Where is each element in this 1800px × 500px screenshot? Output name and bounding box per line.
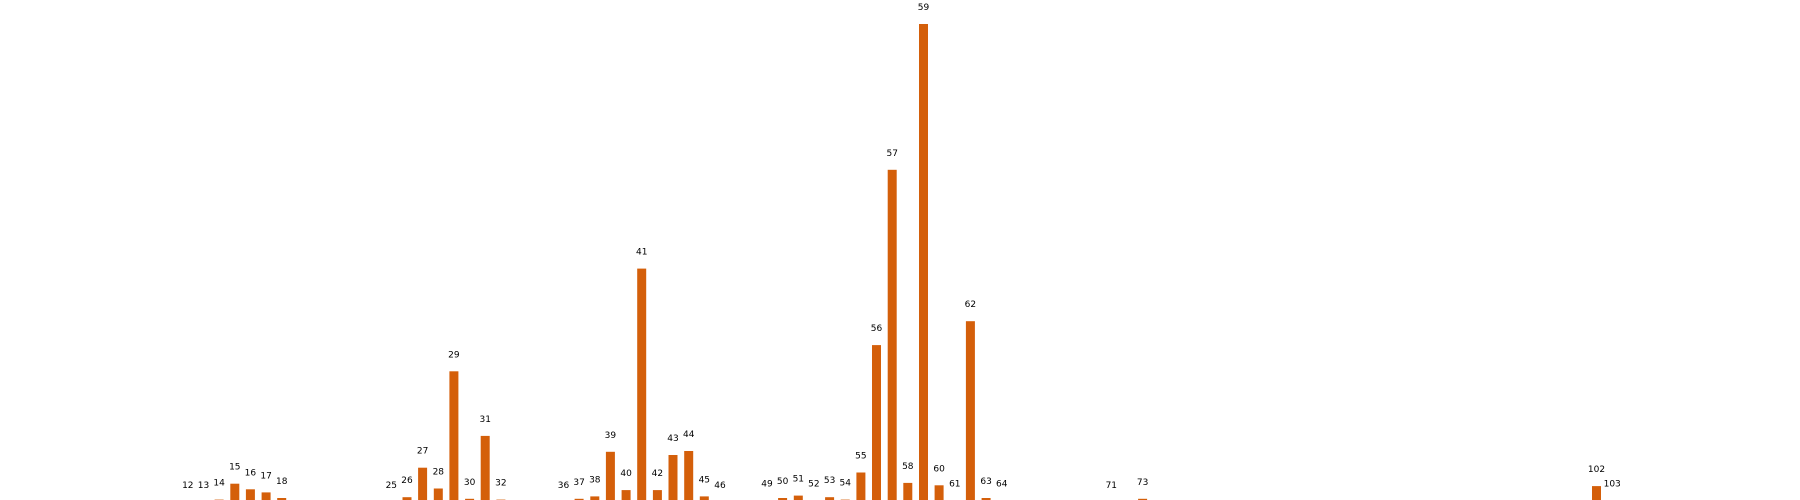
bar-label-103: 103 (1604, 479, 1621, 489)
bar-62 (965, 321, 975, 500)
bar-label-15: 15 (229, 463, 240, 473)
bar-42 (652, 490, 662, 500)
bar-label-17: 17 (260, 471, 271, 481)
bar-38 (590, 496, 600, 500)
bar-102 (1592, 486, 1601, 500)
bar-26 (402, 497, 412, 500)
bar-label-73: 73 (1137, 478, 1148, 488)
bar-51 (793, 495, 803, 500)
bar-label-16: 16 (245, 468, 257, 478)
bar-41 (637, 268, 647, 500)
bar-label-37: 37 (573, 478, 584, 488)
bar-63 (981, 498, 991, 500)
bar-label-30: 30 (464, 478, 476, 488)
bar-29 (449, 371, 459, 500)
bar-label-53: 53 (824, 476, 835, 486)
bar-label-60: 60 (933, 464, 945, 474)
bar-58 (903, 482, 913, 500)
bar-18 (277, 498, 287, 500)
bar-label-40: 40 (620, 469, 632, 479)
bar-label-46: 46 (714, 481, 726, 491)
bar-label-63: 63 (980, 477, 991, 487)
bar-label-64: 64 (996, 479, 1008, 489)
bar-label-32: 32 (495, 479, 506, 489)
bar-label-52: 52 (808, 479, 819, 489)
bar-label-71: 71 (1106, 481, 1117, 491)
bars-layer (214, 24, 1601, 500)
bar-60 (934, 485, 944, 500)
bar-label-18: 18 (276, 477, 288, 487)
bar-label-43: 43 (667, 434, 678, 444)
bar-39 (605, 451, 615, 500)
bar-43 (668, 455, 678, 500)
bar-27 (418, 467, 428, 500)
bar-label-26: 26 (401, 476, 413, 486)
bar-label-49: 49 (761, 479, 773, 489)
bar-31 (480, 435, 490, 500)
bar-label-51: 51 (793, 475, 804, 485)
bar-label-12: 12 (182, 481, 193, 491)
bar-59 (919, 24, 928, 500)
bar-label-61: 61 (949, 479, 960, 489)
bar-label-41: 41 (636, 248, 647, 258)
bar-label-39: 39 (605, 431, 617, 441)
bar-15 (230, 483, 240, 500)
bar-label-44: 44 (683, 430, 695, 440)
bar-37 (574, 498, 584, 500)
bar-28 (433, 488, 443, 500)
bar-label-58: 58 (902, 462, 914, 472)
bar-55 (856, 472, 866, 500)
bar-16 (245, 489, 255, 500)
bar-label-54: 54 (839, 479, 851, 489)
bar-53 (825, 497, 835, 500)
bar-30 (465, 498, 475, 500)
bar-label-29: 29 (448, 350, 460, 360)
bar-label-38: 38 (589, 475, 601, 485)
bar-label-25: 25 (386, 481, 397, 491)
bar-label-14: 14 (213, 479, 225, 489)
bar-57 (887, 169, 897, 500)
bar-50 (778, 498, 788, 500)
bar-label-28: 28 (433, 468, 445, 478)
bar-44 (684, 451, 694, 500)
bar-label-59: 59 (918, 3, 930, 13)
bar-label-102: 102 (1588, 465, 1605, 475)
bar-17 (261, 492, 271, 500)
bar-label-62: 62 (965, 300, 976, 310)
bar-label-57: 57 (886, 149, 897, 159)
bar-label-31: 31 (479, 415, 490, 425)
bar-label-13: 13 (198, 481, 209, 491)
bar-label-56: 56 (871, 324, 883, 334)
bar-label-42: 42 (652, 469, 663, 479)
bar-label-27: 27 (417, 447, 428, 457)
bar-label-55: 55 (855, 452, 866, 462)
bar-label-45: 45 (699, 475, 710, 485)
bar-73 (1138, 498, 1148, 500)
bar-40 (621, 490, 631, 500)
labels-layer: 12 13 14 15 16 17 18 25 26 27 28 29 30 31 32 36 37 38 39 40… (182, 3, 1621, 491)
bar-56 (872, 345, 881, 500)
bar-label-50: 50 (777, 477, 789, 487)
bar-45 (699, 496, 709, 500)
bar-label-36: 36 (558, 481, 570, 491)
